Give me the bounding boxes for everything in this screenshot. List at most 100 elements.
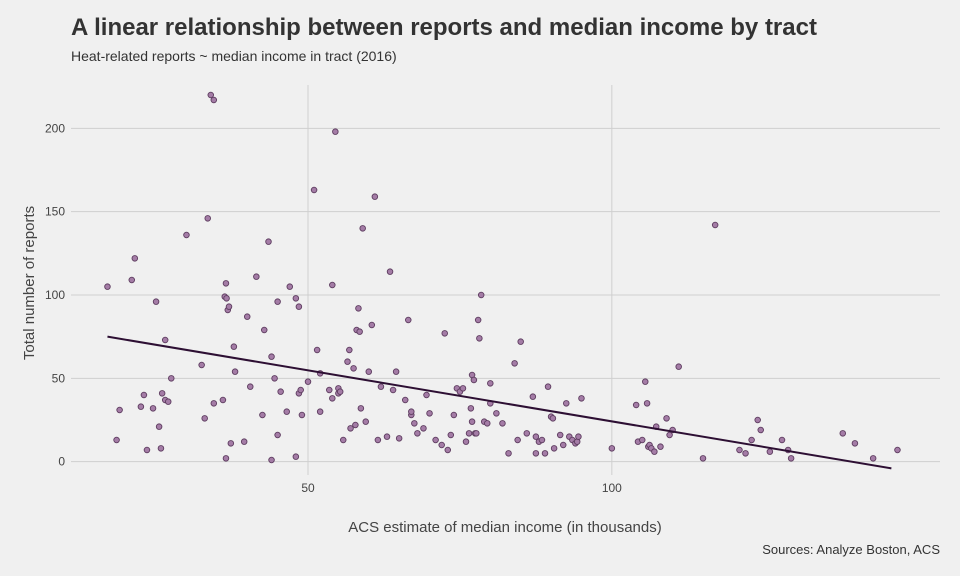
data-point	[271, 375, 278, 382]
data-point	[401, 396, 409, 404]
data-point	[207, 91, 215, 99]
data-point	[230, 343, 238, 350]
data-point	[420, 425, 427, 432]
data-point	[268, 353, 275, 360]
data-point	[517, 338, 524, 345]
data-point	[362, 418, 369, 425]
data-point	[240, 438, 248, 445]
data-point	[476, 335, 483, 342]
data-point	[470, 376, 478, 384]
data-point	[556, 431, 564, 439]
data-point	[666, 431, 673, 439]
data-point	[414, 430, 421, 437]
chart-subtitle: Heat-related reports ~ median income in …	[71, 48, 397, 64]
data-point	[778, 436, 786, 444]
data-point	[514, 436, 521, 444]
trend-line	[107, 335, 892, 470]
chart-title: A linear relationship between reports an…	[71, 14, 817, 41]
data-point	[441, 330, 448, 337]
data-point	[329, 281, 336, 289]
data-point	[227, 440, 235, 447]
data-point	[210, 96, 218, 104]
data-point	[155, 423, 163, 430]
data-point	[222, 280, 230, 287]
data-point	[168, 375, 175, 382]
data-point	[243, 313, 251, 320]
data-point	[143, 446, 151, 454]
data-point	[304, 378, 312, 385]
data-point	[298, 411, 306, 419]
data-point	[158, 390, 166, 397]
data-point	[563, 400, 570, 407]
data-point	[116, 406, 123, 414]
y-axis: 0 50 100 150 200	[45, 121, 65, 468]
data-point	[432, 436, 439, 444]
data-point	[219, 396, 227, 404]
x-tick-label: 100	[602, 481, 622, 495]
data-point	[140, 391, 148, 399]
data-point	[484, 420, 491, 427]
data-point	[578, 395, 585, 402]
data-point	[368, 321, 376, 329]
data-point	[550, 445, 558, 452]
data-point	[274, 298, 281, 305]
data-point	[405, 316, 412, 324]
data-point	[608, 445, 616, 452]
data-point	[222, 455, 230, 462]
data-point	[392, 368, 400, 375]
data-point	[467, 405, 475, 412]
data-point	[748, 436, 755, 444]
data-point	[541, 450, 549, 457]
data-point	[149, 405, 157, 412]
data-point	[675, 363, 682, 370]
data-point	[268, 456, 275, 464]
data-point	[374, 436, 382, 444]
y-tick-label: 200	[45, 121, 65, 135]
data-point	[657, 443, 664, 450]
data-point	[766, 448, 774, 455]
data-point	[344, 358, 351, 365]
data-point	[465, 430, 473, 437]
y-axis-title: Total number of reports	[21, 206, 38, 360]
data-point	[223, 295, 230, 302]
data-point	[283, 408, 290, 415]
data-point	[377, 383, 385, 390]
data-point	[538, 436, 546, 444]
data-point	[326, 386, 333, 394]
data-point	[225, 303, 233, 310]
data-point	[259, 411, 266, 419]
data-point	[274, 431, 281, 439]
data-point	[365, 368, 373, 375]
data-point	[157, 445, 165, 452]
data-point	[346, 346, 353, 354]
data-point	[869, 455, 877, 462]
data-point	[532, 433, 540, 440]
data-point	[505, 450, 512, 457]
source-caption: Sources: Analyze Boston, ACS	[762, 542, 940, 557]
data-point	[295, 303, 303, 310]
data-point	[357, 405, 365, 412]
data-point	[152, 298, 160, 305]
data-point	[711, 221, 719, 229]
data-point	[350, 365, 357, 372]
data-point	[742, 450, 749, 457]
data-point	[210, 400, 218, 407]
data-point	[292, 295, 300, 302]
data-point	[651, 448, 658, 455]
data-point	[736, 446, 743, 454]
data-point	[277, 388, 284, 395]
data-point	[260, 326, 268, 334]
data-point	[663, 415, 670, 422]
data-point	[575, 433, 582, 440]
data-point	[347, 425, 354, 432]
data-point	[395, 435, 403, 442]
data-point	[286, 283, 294, 290]
data-point	[411, 420, 418, 427]
data-point	[104, 283, 111, 290]
data-point	[839, 430, 847, 437]
data-point	[313, 346, 321, 354]
trend-layer	[107, 335, 892, 470]
data-point	[851, 440, 859, 447]
data-point	[359, 225, 366, 232]
